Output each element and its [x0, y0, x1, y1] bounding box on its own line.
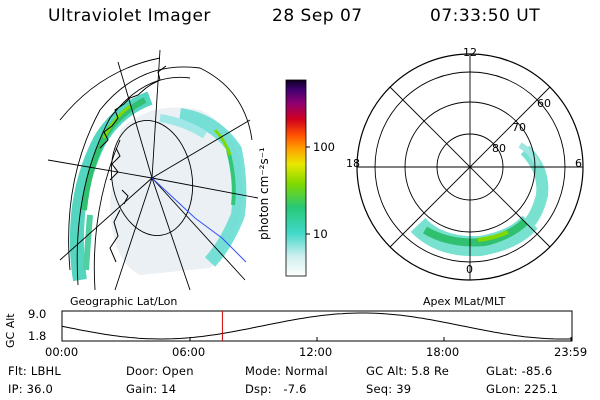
timeline-y-tick-high: 9.0: [28, 307, 47, 321]
polar-map: [356, 53, 584, 281]
observation-time: 07:33:50 UT: [430, 6, 541, 26]
geo-gridlines: [47, 49, 259, 291]
geo-map-caption: Geographic Lat/Lon: [70, 295, 178, 308]
timeline-frame: [61, 310, 573, 342]
timeline-plot: [61, 310, 573, 342]
info-mode: Mode: Normal: [245, 364, 328, 378]
colorbar-label-10: 10: [313, 227, 328, 241]
polar-map-caption: Apex MLat/MLT: [423, 295, 506, 308]
timeline-y-tick-low: 1.8: [28, 329, 47, 343]
colorbar-scale: [285, 79, 307, 277]
info-ip: IP: 36.0: [8, 382, 54, 396]
mlt-label-0: 0: [466, 263, 473, 276]
timeline-x-tick-0000: 00:00: [45, 345, 79, 359]
info-glat: GLat: -85.6: [486, 364, 553, 378]
info-dsp: Dsp: -7.6: [245, 382, 307, 396]
polar-grid: [356, 53, 584, 281]
colorbar: [285, 79, 310, 277]
observation-date: 28 Sep 07: [272, 6, 363, 26]
timeline-ticks: [61, 337, 572, 341]
geo-image-background: [69, 91, 247, 282]
timeline-x-tick-1800: 18:00: [426, 345, 460, 359]
mlat-label-60: 60: [537, 97, 551, 110]
instrument-title: Ultraviolet Imager: [48, 6, 211, 26]
info-door: Door: Open: [126, 364, 194, 378]
geo-map: [47, 49, 259, 291]
timeline-x-tick-2359: 23:59: [554, 345, 588, 359]
info-gain: Gain: 14: [126, 382, 177, 396]
mlt-label-12: 12: [463, 46, 477, 59]
timeline-x-tick-1200: 12:00: [299, 345, 333, 359]
info-filter: Flt: LBHL: [8, 364, 61, 378]
mlt-label-6: 6: [575, 157, 582, 170]
timeline-x-tick-0600: 06:00: [172, 345, 206, 359]
projection-line: [151, 177, 247, 263]
info-seq: Seq: 39: [366, 382, 412, 396]
mlat-label-70: 70: [512, 121, 526, 134]
colorbar-unit-label: photon cm⁻²s⁻¹: [257, 147, 271, 240]
altitude-curve: [61, 312, 572, 340]
info-gc-alt: GC Alt: 5.8 Re: [366, 364, 449, 378]
timeline-y-label: GC Alt: [4, 313, 17, 348]
geo-coastlines: [99, 65, 167, 263]
info-glon: GLon: 225.1: [486, 382, 559, 396]
mlat-label-80: 80: [492, 142, 506, 155]
mlt-label-18: 18: [346, 157, 360, 170]
colorbar-label-100: 100: [313, 140, 335, 154]
